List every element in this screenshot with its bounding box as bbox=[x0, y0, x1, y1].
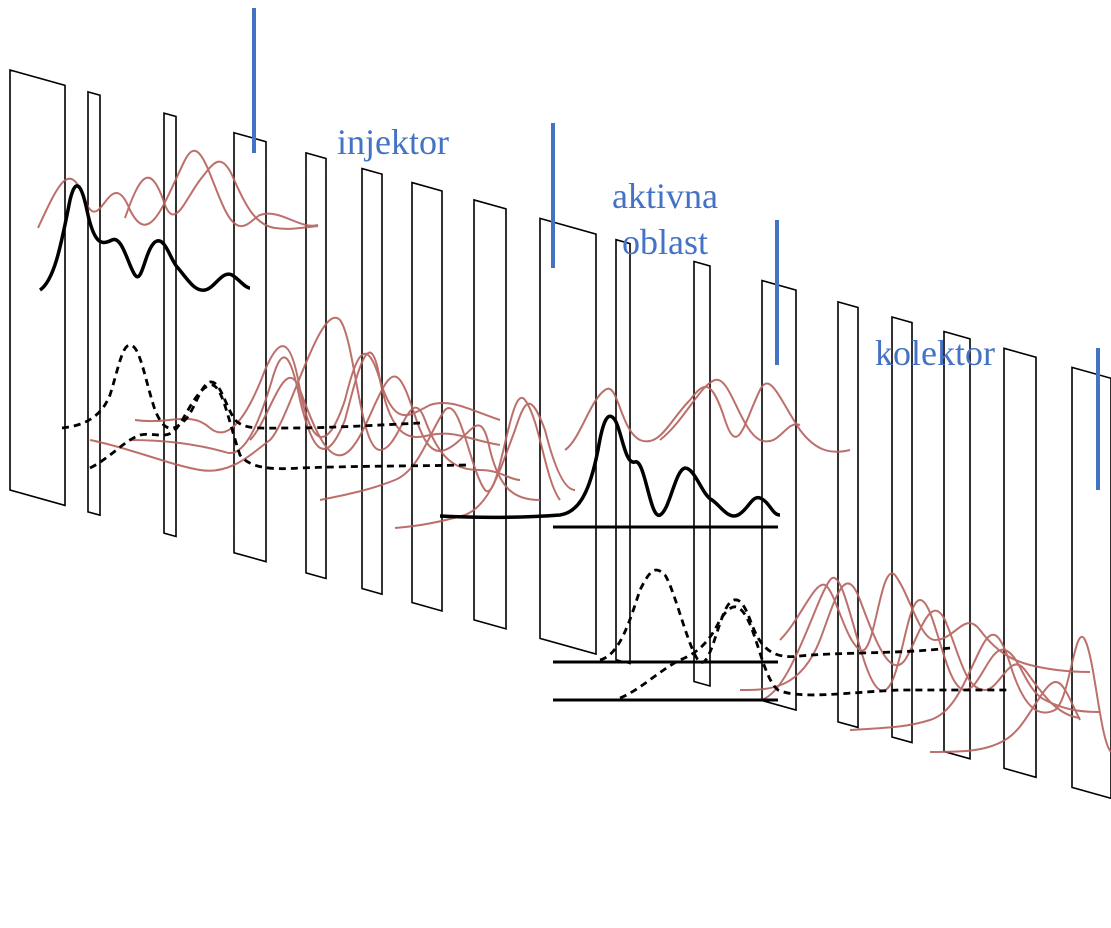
wavefunction-4 bbox=[129, 351, 501, 455]
highlighted-states bbox=[38, 184, 1010, 702]
label-active-region-line2: oblast bbox=[622, 222, 708, 262]
region-dividers bbox=[252, 8, 1100, 490]
conduction-band-profile bbox=[9, 68, 1111, 800]
wavefunction-14 bbox=[849, 633, 1111, 753]
wavefunction-15 bbox=[929, 681, 1081, 753]
wavefunction-10 bbox=[659, 378, 801, 443]
lower-state-2-collector bbox=[619, 605, 1010, 700]
wavefunction-3 bbox=[134, 345, 501, 438]
wavefunction-5 bbox=[89, 316, 521, 481]
wavefunction-8 bbox=[394, 402, 576, 529]
wavefunction-2 bbox=[124, 160, 319, 230]
wavefunction-13 bbox=[739, 582, 1081, 719]
label-collector: kolektor bbox=[875, 333, 995, 373]
upper-state-injector bbox=[38, 184, 251, 292]
lower-state-1-collector bbox=[599, 568, 951, 664]
barrier-layers bbox=[9, 68, 1111, 800]
wavefunction-6 bbox=[249, 375, 541, 501]
wavefunction-12 bbox=[759, 576, 1101, 713]
wavefunction-9 bbox=[564, 382, 851, 453]
label-active-region-line1: aktivna bbox=[612, 176, 718, 216]
wavefunctions bbox=[37, 149, 1111, 753]
label-injector: injektor bbox=[337, 122, 449, 162]
upper-state-active bbox=[439, 414, 781, 520]
lower-state-1-injector bbox=[61, 343, 421, 430]
wavefunction-7 bbox=[319, 396, 561, 501]
lower-state-2-injector bbox=[89, 383, 471, 471]
